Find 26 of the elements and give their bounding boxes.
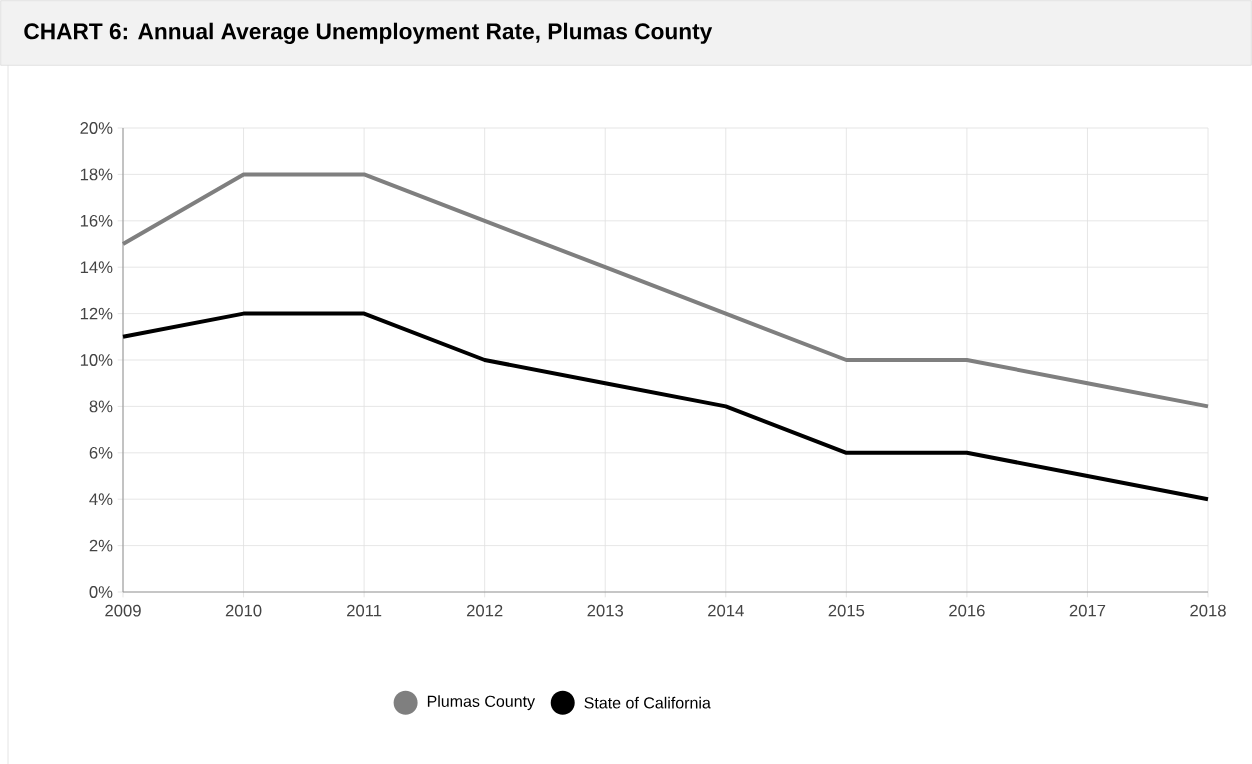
y-tick-label: 4% [89, 493, 113, 505]
y-tick-label: 6% [89, 446, 113, 459]
x-tick-label: 2012 [466, 604, 503, 617]
x-tick-label: 2010 [225, 604, 262, 617]
x-tick-label: 2011 [347, 604, 382, 617]
y-tick-label: 20% [80, 121, 113, 134]
y-tick-label: 8% [89, 400, 113, 413]
y-tick-label: 12% [80, 307, 113, 320]
line-series [121, 311, 1211, 502]
line-series [121, 172, 1211, 409]
chart-title: CHART 6: Annual Average Unemployment Rate, Plumas County [24, 22, 713, 44]
x-tick-label: 2013 [587, 604, 624, 617]
y-tick-label: 16% [80, 214, 113, 227]
x-tick-label: 2014 [708, 604, 744, 617]
x-tick-label: 2017 [1069, 604, 1106, 617]
x-tick-label: 2009 [105, 604, 141, 617]
y-tick-label: 0% [89, 585, 113, 598]
x-tick-label: 2015 [828, 604, 865, 617]
x-tick-label: 2018 [1190, 604, 1226, 617]
y-tick-label: 2% [89, 539, 113, 552]
y-tick-label: 10% [80, 353, 113, 366]
y-tick-label: 18% [80, 168, 113, 181]
x-tick-label: 2016 [949, 604, 985, 617]
legend-label: State of California [584, 696, 711, 709]
legend-label: Plumas County [427, 695, 536, 710]
y-tick-label: 14% [80, 261, 113, 273]
